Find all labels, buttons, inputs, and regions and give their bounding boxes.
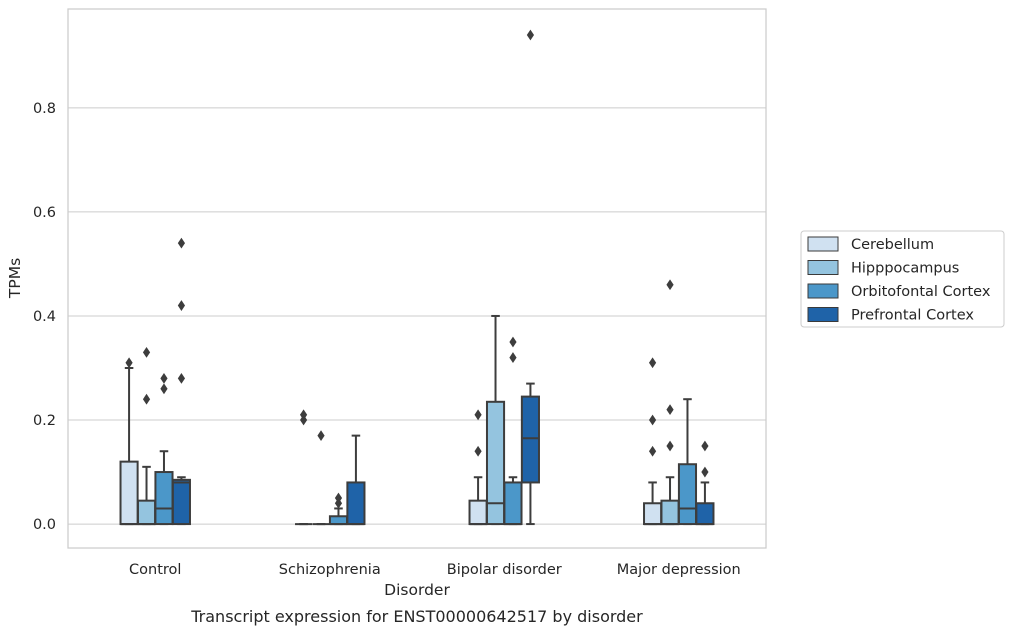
box [643, 357, 663, 526]
y-tick-label: 0.6 [33, 205, 56, 221]
y-tick-label: 0.2 [33, 413, 56, 429]
box [171, 237, 191, 526]
box-body [677, 463, 698, 526]
x-tick-labels: Control Schizophrenia Bipolar disorder Majo… [129, 562, 741, 578]
legend-swatch [807, 236, 839, 252]
box [485, 314, 506, 526]
x-tick-label: Control [129, 562, 181, 578]
box-body [503, 481, 523, 526]
outlier-point [160, 372, 168, 384]
outlier-point [334, 492, 343, 504]
legend-label: Prefrontal Cortex [851, 308, 974, 324]
outlier-point [666, 440, 674, 452]
box-body [136, 499, 157, 526]
legend-swatch [807, 307, 839, 322]
legend-frame [800, 230, 1005, 328]
outlier-point [701, 466, 709, 478]
y-tick-label: 0.8 [33, 101, 56, 117]
x-axis-label: Disorder [384, 581, 450, 599]
box-body [520, 395, 540, 484]
outlier-point [648, 445, 657, 457]
box [520, 29, 540, 526]
plot-frame [67, 8, 767, 549]
box [695, 440, 715, 526]
outlier-point [177, 300, 186, 311]
box [119, 357, 139, 526]
box-body [468, 499, 488, 526]
x-tick-label: Bipolar disorder [447, 562, 562, 578]
outlier-point [648, 414, 657, 426]
x-tick-label: Schizophrenia [279, 562, 381, 578]
box-body [328, 515, 349, 526]
y-tick-label: 0.4 [33, 309, 56, 325]
legend-label: Orbitofontal Cortex [851, 284, 991, 300]
outlier-point [125, 357, 133, 369]
box-body [485, 400, 506, 526]
y-axis-label: TPMs [6, 258, 24, 299]
y-tick-labels: 0.0 0.2 0.4 0.6 0.8 [33, 101, 56, 533]
outlier-point [474, 445, 482, 457]
legend: Cerebellum Hipppocampus Orbitofontal Corte… [800, 230, 1005, 328]
box [677, 398, 698, 526]
box-body [346, 481, 366, 526]
figure-caption: Transcript expression for ENST0000064251… [190, 607, 643, 626]
box-body [154, 471, 174, 526]
outlier-point [648, 357, 657, 369]
box [312, 430, 330, 526]
box-body [695, 502, 715, 526]
x-tick-label: Major depression [617, 562, 741, 578]
box [503, 336, 523, 526]
outlier-point [317, 430, 325, 442]
box-body [171, 478, 191, 526]
outlier-point [474, 409, 482, 421]
box-body [119, 460, 139, 526]
outlier-point [666, 404, 674, 416]
legend-label: Hipppocampus [851, 261, 959, 277]
legend-label: Cerebellum [851, 237, 934, 253]
outlier-point [299, 409, 308, 421]
outlier-point [526, 29, 535, 41]
box [346, 434, 366, 526]
boxes [119, 29, 715, 526]
outlier-point [701, 440, 709, 452]
outlier-point [177, 372, 186, 384]
outlier-point [160, 383, 168, 395]
outlier-point [509, 352, 517, 363]
outlier-point [177, 237, 186, 249]
outlier-point [666, 279, 674, 291]
legend-swatch [807, 260, 839, 275]
outlier-point [142, 393, 151, 405]
outlier-point [509, 336, 517, 348]
box-body [643, 502, 663, 526]
legend-swatch [807, 283, 839, 299]
y-tick-label: 0.0 [33, 517, 56, 533]
box [295, 409, 313, 526]
outlier-point [142, 346, 151, 358]
box-body [660, 499, 680, 526]
